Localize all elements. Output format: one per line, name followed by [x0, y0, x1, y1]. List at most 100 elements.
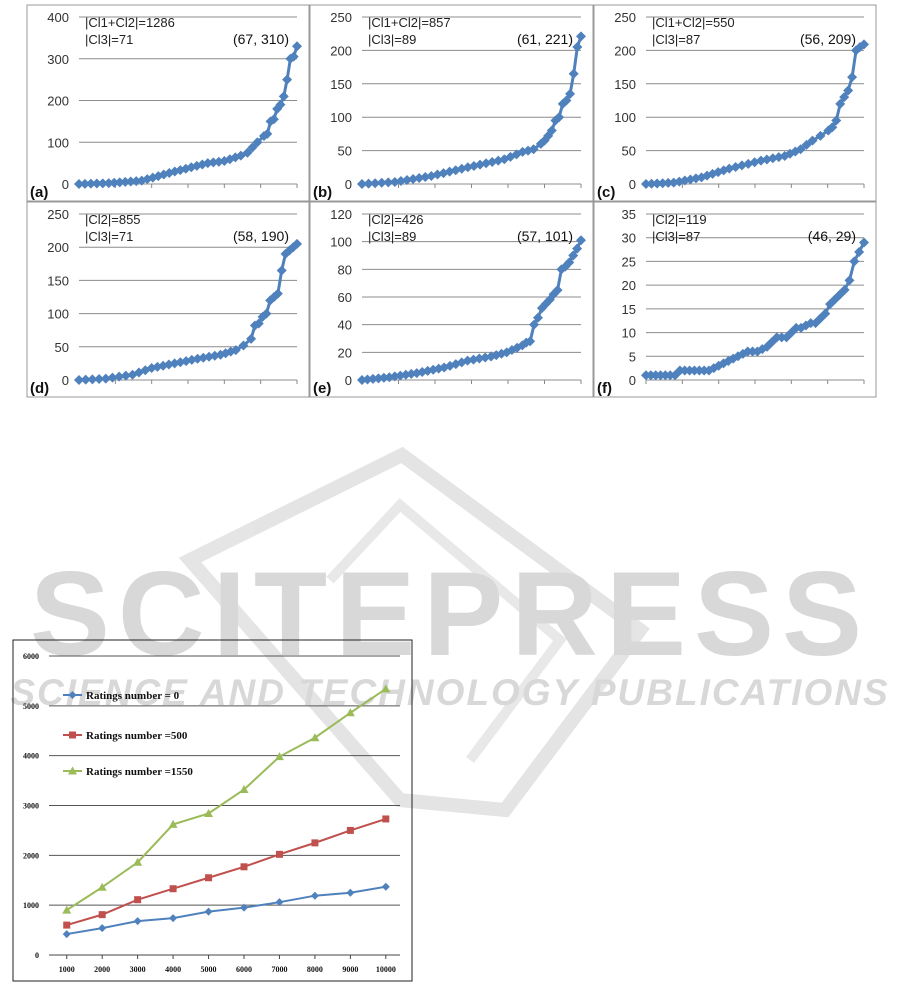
data-point: [114, 177, 125, 188]
info-line: |Cl1+Cl2|=550: [652, 15, 735, 30]
panel-label: (d): [30, 380, 49, 397]
x-tick-label: 4000: [165, 965, 181, 974]
y-tick-label: 4000: [23, 752, 39, 761]
data-point: [120, 370, 131, 381]
data-point: [657, 178, 668, 189]
data-point: [859, 237, 869, 248]
y-tick-label: 200: [47, 240, 69, 255]
x-tick-label: 3000: [130, 965, 146, 974]
info-line: |Cl1+Cl2|=1286: [85, 15, 175, 30]
data-point: [69, 731, 76, 739]
info-line: |Cl2|=119: [652, 212, 707, 227]
data-point: [795, 144, 806, 155]
x-tick-label: 10000: [376, 965, 396, 974]
data-point: [100, 373, 111, 384]
data-point: [282, 74, 293, 85]
data-point: [572, 243, 583, 254]
y-tick-label: 100: [330, 110, 352, 125]
data-point: [79, 178, 90, 189]
data-point: [125, 176, 136, 187]
data-point: [268, 114, 279, 125]
y-tick-label: 100: [614, 110, 636, 125]
data-point: [204, 907, 213, 916]
data-point: [310, 891, 319, 900]
data-point: [346, 888, 355, 897]
info-line: |Cl3|=71: [85, 32, 133, 47]
legend-item: Ratings number =500: [63, 730, 188, 742]
data-point: [292, 41, 302, 52]
y-tick-label: 15: [622, 302, 636, 317]
y-tick-label: 5000: [23, 702, 39, 711]
data-point: [239, 785, 249, 794]
data-point: [252, 137, 263, 148]
y-tick-label: 200: [614, 43, 636, 58]
data-point: [311, 839, 319, 847]
y-tick-label: 150: [330, 77, 352, 92]
data-point: [505, 151, 516, 162]
y-tick-label: 25: [622, 254, 636, 269]
y-tick-label: 0: [62, 373, 69, 388]
y-tick-label: 0: [35, 951, 39, 960]
data-point: [652, 178, 663, 189]
info-line: |Cl3|=87: [652, 229, 700, 244]
info-box: |Cl2|=855 |Cl3|=71: [85, 212, 141, 244]
data-point: [275, 99, 286, 110]
info-line: |Cl2|=855: [85, 212, 141, 227]
data-point: [120, 176, 131, 187]
data-point: [134, 896, 142, 904]
data-point: [576, 235, 586, 246]
y-tick-label: 0: [345, 177, 352, 192]
data-point: [849, 256, 860, 267]
y-tick-label: 0: [62, 177, 69, 192]
data-point: [205, 874, 213, 882]
data-point: [74, 375, 84, 385]
data-point: [663, 177, 674, 188]
y-tick-label: 30: [622, 231, 636, 246]
data-point: [568, 68, 579, 79]
data-point: [815, 130, 826, 141]
y-tick-label: 150: [614, 77, 636, 92]
data-point: [275, 850, 283, 858]
data-point: [238, 340, 249, 351]
data-point: [381, 684, 391, 693]
data-point: [572, 42, 583, 53]
x-tick-label: 1000: [59, 965, 75, 974]
data-point: [68, 691, 77, 699]
data-point: [253, 318, 264, 329]
y-tick-label: 100: [47, 135, 69, 150]
data-point: [276, 265, 287, 276]
data-point: [370, 178, 381, 189]
x-tick-label: 2000: [94, 965, 110, 974]
data-point: [827, 122, 838, 133]
y-tick-label: 150: [47, 273, 69, 288]
y-tick-label: 80: [338, 262, 352, 277]
y-tick-label: 1000: [23, 901, 39, 910]
panel-d: 0 50 100 150 200 250 |Cl2|=855 |Cl3|=71 (58, 190…: [26, 201, 310, 398]
data-point: [133, 857, 143, 866]
y-tick-label: 60: [338, 290, 352, 305]
y-tick-label: 20: [622, 278, 636, 293]
y-tick-label: 120: [330, 207, 352, 222]
data-point: [261, 308, 272, 319]
y-tick-label: 100: [330, 235, 352, 250]
data-point: [646, 178, 657, 189]
info-box: |Cl2|=119 |Cl3|=87: [652, 212, 707, 244]
data-point: [98, 911, 106, 919]
peak-annotation: (56, 209): [800, 31, 856, 47]
data-point: [345, 708, 355, 717]
info-box: |Cl1+Cl2|=857 |Cl3|=89: [368, 15, 451, 47]
data-point: [408, 173, 419, 184]
series-line: [66, 885, 386, 936]
x-tick-label: 7000: [271, 965, 287, 974]
panel-label: (c): [597, 184, 615, 201]
y-tick-label: 50: [338, 144, 352, 159]
y-tick-label: 3000: [23, 802, 39, 811]
data-point: [274, 752, 284, 761]
panel-border: [593, 201, 877, 398]
data-point: [62, 930, 71, 939]
panel-label: (f): [597, 380, 612, 397]
info-line: |Cl1+Cl2|=857: [368, 15, 451, 30]
y-tick-label: 250: [330, 10, 352, 25]
